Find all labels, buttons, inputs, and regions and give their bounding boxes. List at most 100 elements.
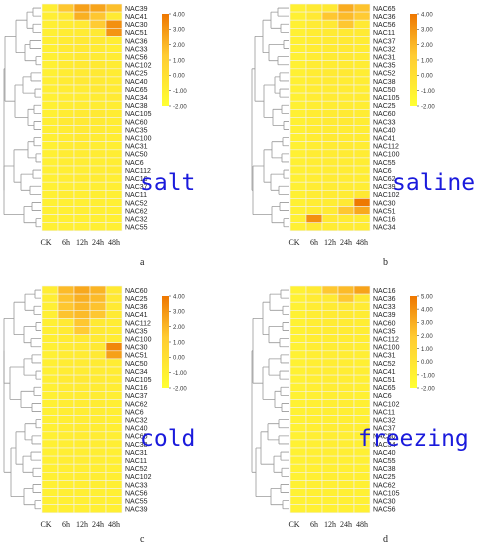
row-label: NAC41 xyxy=(373,135,396,142)
heatmap-cell xyxy=(305,488,323,497)
heatmap-cell xyxy=(305,173,323,183)
heatmap-cell xyxy=(353,11,371,21)
heatmap-cell xyxy=(105,100,123,110)
heatmap-cell xyxy=(57,68,75,78)
heatmap-cell xyxy=(73,318,91,327)
heatmap-cell xyxy=(89,76,107,86)
heatmap-cell xyxy=(337,407,355,416)
heatmap-cell xyxy=(57,496,75,506)
heatmap-cell xyxy=(289,27,307,37)
heatmap-cell xyxy=(321,206,339,215)
heatmap-cell xyxy=(41,391,59,400)
heatmap-cell xyxy=(57,222,75,232)
heatmap-cell xyxy=(305,455,323,465)
row-label: NAC60 xyxy=(125,119,148,126)
heatmap-cell xyxy=(289,350,307,360)
heatmap-cell xyxy=(337,173,355,183)
heatmap-cell xyxy=(89,439,107,449)
heatmap-cell xyxy=(89,374,107,384)
heatmap-cell xyxy=(353,181,371,191)
column-label: 48h xyxy=(356,520,368,529)
column-label: CK xyxy=(40,520,51,529)
row-label: NAC31 xyxy=(125,144,148,151)
heatmap-cell xyxy=(305,391,323,400)
heatmap-cell xyxy=(41,84,59,94)
heatmap-cell xyxy=(57,455,75,465)
heatmap-cell xyxy=(105,318,123,327)
row-label: NAC100 xyxy=(125,336,152,343)
heatmap-cell xyxy=(305,293,323,303)
heatmap-cell xyxy=(41,309,59,319)
row-label: NAC37 xyxy=(125,393,148,400)
heatmap-cell xyxy=(41,60,59,70)
heatmap-cell xyxy=(73,350,91,360)
heatmap-cell xyxy=(41,350,59,360)
heatmap-cell xyxy=(73,326,91,335)
heatmap-cell xyxy=(321,125,339,134)
heatmap-cell xyxy=(337,84,355,94)
heatmap-cell xyxy=(321,44,339,53)
heatmap-cell xyxy=(41,447,59,457)
heatmap-cell xyxy=(73,222,91,232)
heatmap-cell xyxy=(305,423,323,433)
heatmap-cell xyxy=(41,480,59,489)
heatmap-cell xyxy=(89,84,107,94)
heatmap-cell xyxy=(337,76,355,86)
heatmap-cells xyxy=(41,285,123,514)
heatmap-cell xyxy=(73,391,91,400)
heatmap-cell xyxy=(305,84,323,94)
heatmap-cell xyxy=(305,407,323,416)
heatmap-cell xyxy=(305,76,323,86)
heatmap-cell xyxy=(105,366,123,376)
heatmap-cell xyxy=(289,76,307,86)
heatmap-cell xyxy=(289,141,307,151)
row-label: NAC51 xyxy=(373,208,396,215)
heatmap-cell xyxy=(337,382,355,392)
heatmap-cell xyxy=(105,407,123,416)
heatmap-cell xyxy=(289,157,307,167)
heatmap-cell xyxy=(353,488,371,497)
row-label: NAC34 xyxy=(373,442,396,449)
row-label: NAC62 xyxy=(373,176,396,183)
heatmap-cell xyxy=(41,455,59,465)
heatmap-cell xyxy=(105,382,123,392)
heatmap-cell xyxy=(89,36,107,45)
heatmap-cell xyxy=(73,141,91,151)
heatmap-cells xyxy=(289,285,371,514)
scale-tick-label: 1.00 xyxy=(421,58,433,64)
heatmap-cell xyxy=(305,431,323,441)
heatmap-cell xyxy=(321,455,339,465)
heatmap-cell xyxy=(73,68,91,78)
heatmap-cell xyxy=(89,496,107,506)
row-label: NAC38 xyxy=(125,103,148,110)
heatmap-cell xyxy=(41,318,59,327)
heatmap-cell xyxy=(57,447,75,457)
scale-tick-label: -1.00 xyxy=(421,89,435,95)
heatmap-cell xyxy=(57,358,75,368)
column-label: 6h xyxy=(62,520,70,529)
row-label: NAC52 xyxy=(373,361,396,368)
heatmap-cell xyxy=(57,92,75,102)
heatmap-cell xyxy=(105,109,123,118)
heatmap-cell xyxy=(305,382,323,392)
row-label: NAC25 xyxy=(373,103,396,110)
heatmap-cell xyxy=(321,439,339,449)
heatmap-cell xyxy=(41,488,59,497)
heatmap-cell xyxy=(353,190,371,199)
heatmap-cell xyxy=(89,206,107,215)
heatmap-cell xyxy=(321,181,339,191)
heatmap-cell xyxy=(89,222,107,232)
heatmap-cell xyxy=(57,423,75,433)
row-label: NAC50 xyxy=(373,87,396,94)
row-label: NAC65 xyxy=(125,87,148,94)
condition-label: salt xyxy=(140,170,196,196)
row-label: NAC65 xyxy=(373,385,396,392)
dendrogram xyxy=(251,7,289,228)
heatmap-cell xyxy=(41,407,59,416)
heatmap-cell xyxy=(353,165,371,175)
heatmap-cell xyxy=(41,11,59,21)
heatmap-cell xyxy=(73,149,91,159)
heatmap-cell xyxy=(337,463,355,473)
heatmap-cell xyxy=(353,157,371,167)
